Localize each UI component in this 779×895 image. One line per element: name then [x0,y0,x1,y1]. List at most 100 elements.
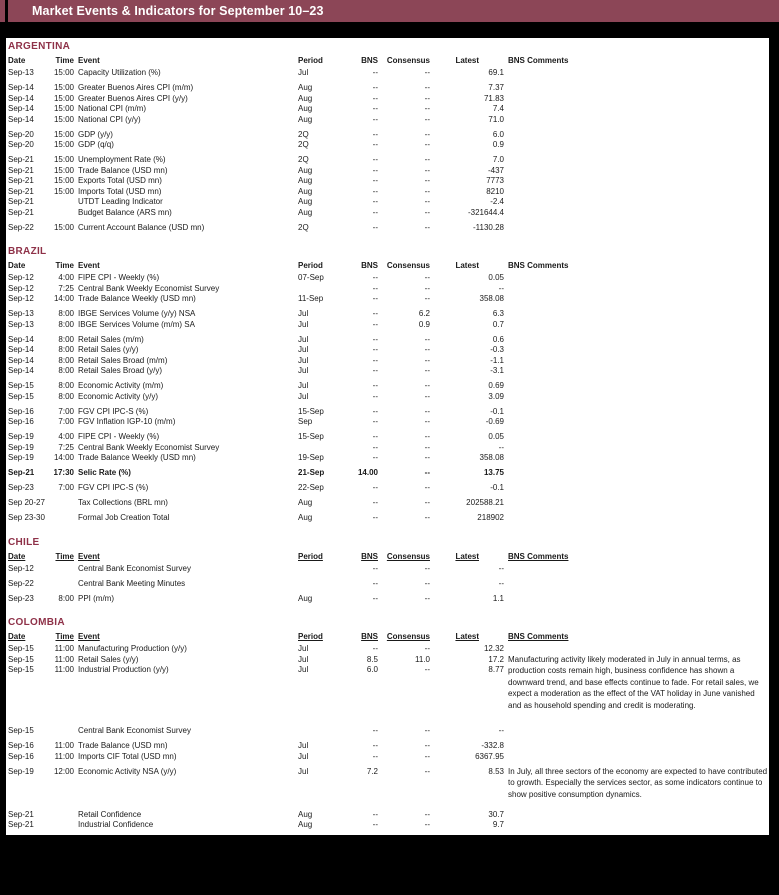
cell-bns: -- [372,176,378,185]
column-header-bns-comments: BNS Comments [508,55,568,66]
cell-latest: 8.53 [488,766,504,776]
date-group: Sep-23 7:00 FGV CPI IPC-S (%) 22-Sep -- -- -0.… [6,483,769,494]
column-header-label: Date [8,632,26,641]
cell-bns: -- [372,345,378,354]
cell-period: Aug [298,809,313,819]
event-row: Sep-15 8:00 Economic Activity (m/m) Jul -- --… [6,381,769,392]
cell-time: 8:00 [58,593,74,603]
cell-latest: 202588.21 [466,498,504,507]
section-colombia: COLOMBIA Date Time Event Period BNS Consensus L… [6,617,769,831]
cell-date: Sep-21 [8,197,34,206]
cell-bns: 7.2 [366,766,378,776]
cell-period: 21-Sep [298,468,325,477]
column-header-date: Date [6,55,52,66]
cell-event: Retail Confidence [78,809,142,819]
cell-period: 2Q [298,140,309,149]
event-row: Sep-14 8:00 Retail Sales Broad (m/m) Jul -- -… [6,356,769,367]
column-header-date: Date [6,260,52,271]
date-group: Sep-13 8:00 IBGE Services Volume (y/y) NSA… [6,309,769,330]
cell-consensus: -- [424,222,430,232]
page-title: Market Events & Indicators for September… [32,4,324,18]
column-header-latest: Latest [430,55,504,66]
cell-latest: 3.09 [488,391,504,401]
cell-time: 15:00 [53,83,74,92]
cell-consensus: -- [424,381,430,390]
date-group: Sep 20-27 Tax Collections (BRL mn) Aug -- --… [6,498,769,509]
cell-event: Central Bank Economist Survey [78,563,191,573]
cell-period: Jul [298,391,309,401]
cell-date: Sep 20-27 [8,498,45,507]
cell-event: Industrial Confidence [78,820,154,829]
cell-period: Jul [298,741,309,750]
event-row: Sep-13 8:00 IBGE Services Volume (y/y) NSA… [6,309,769,320]
cell-date: Sep 23-30 [8,513,45,522]
cell-latest: 218902 [477,513,504,522]
event-row: Sep-16 7:00 FGV Inflation IGP-10 (m/m) Sep -… [6,417,769,428]
cell-period: Jul [298,309,309,318]
cell-bns: -- [372,578,378,588]
cell-consensus: -- [424,83,430,92]
event-row: Sep-14 15:00 National CPI (m/m) Aug -- -- 7.4 [6,104,769,115]
cell-time: 8:00 [58,309,74,318]
cell-event: Imports CIF Total (USD mn) [78,751,177,761]
cell-period: 2Q [298,155,309,164]
cell-bns: -- [372,751,378,761]
column-header-time: Time [52,260,74,271]
cell-consensus: 0.9 [418,319,430,329]
cell-event: Economic Activity NSA (y/y) [78,766,177,776]
cell-period: Aug [298,165,313,175]
column-headers: Date Time Event Period BNS Consensus Latest BNS… [6,260,769,271]
event-row: Sep-16 11:00 Imports CIF Total (USD mn) Jul… [6,752,769,763]
cell-period: 19-Sep [298,453,324,462]
column-header-time: Time [52,551,74,562]
cell-date: Sep-19 [8,442,34,452]
column-header-label: Time [55,551,74,561]
column-header-time: Time [52,55,74,66]
cell-consensus: -- [424,355,430,365]
date-group: Sep-14 15:00 Greater Buenos Aires CPI (m/m… [6,83,769,125]
cell-time: 15:00 [53,129,74,139]
event-row: Sep-21 15:00 Trade Balance (USD mn) Aug -- --… [6,166,769,177]
cell-time: 7:00 [58,406,74,416]
event-row: Sep-21 Industrial Confidence Aug -- -- 9.7 [6,820,769,831]
cell-date: Sep-21 [8,468,35,477]
date-group: Sep-15 Central Bank Economist Survey -- -- -… [6,726,769,737]
event-row: Sep-14 8:00 Retail Sales (y/y) Jul -- -- -0.3 [6,345,769,356]
cell-consensus: -- [424,366,430,375]
cell-event: Manufacturing Production (y/y) [78,644,187,653]
cell-latest: -1130.28 [473,222,504,232]
column-header-latest: Latest [430,631,504,642]
cell-time: 8:00 [58,345,74,354]
cell-date: Sep-14 [8,104,34,113]
cell-time [52,726,74,737]
cell-bns: -- [372,68,378,77]
cell-date: Sep-15 [8,381,34,390]
cell-latest: 13.75 [483,468,504,477]
cell-event: FIPE CPI - Weekly (%) [78,432,160,441]
event-row: Sep-14 15:00 Greater Buenos Aires CPI (m/m… [6,83,769,94]
cell-event: Trade Balance Weekly (USD mn) [78,453,196,462]
cell-latest: 71.83 [483,93,504,103]
cell-period: Jul [298,68,309,77]
event-row: Sep-13 15:00 Capacity Utilization (%) Jul --… [6,68,769,79]
column-header-label: BNS Comments [508,632,569,641]
cell-date: Sep-20 [8,129,34,139]
sections-container: ARGENTINA Date Time Event Period BNS Consensus… [6,41,769,831]
cell-date: Sep-12 [8,273,34,282]
column-header-label: Period [298,261,323,270]
cell-date: Sep-21 [8,186,34,196]
cell-period: Aug [298,820,313,829]
section-heading: CHILE [8,536,40,548]
cell-date: Sep-21 [8,155,34,164]
cell-period: 2Q [298,222,309,232]
report-body: ARGENTINA Date Time Event Period BNS Consensus… [6,38,769,835]
cell-bns: -- [372,283,378,293]
cell-bns: -- [372,104,378,113]
column-header-label: Consensus [386,551,430,561]
column-header-label: Event [78,551,100,561]
cell-latest: 0.6 [492,334,504,344]
cell-period: 11-Sep [298,294,324,303]
cell-latest: 7773 [486,176,504,185]
cell-latest: 17.2 [488,654,504,664]
cell-bns: 14.00 [357,468,378,477]
